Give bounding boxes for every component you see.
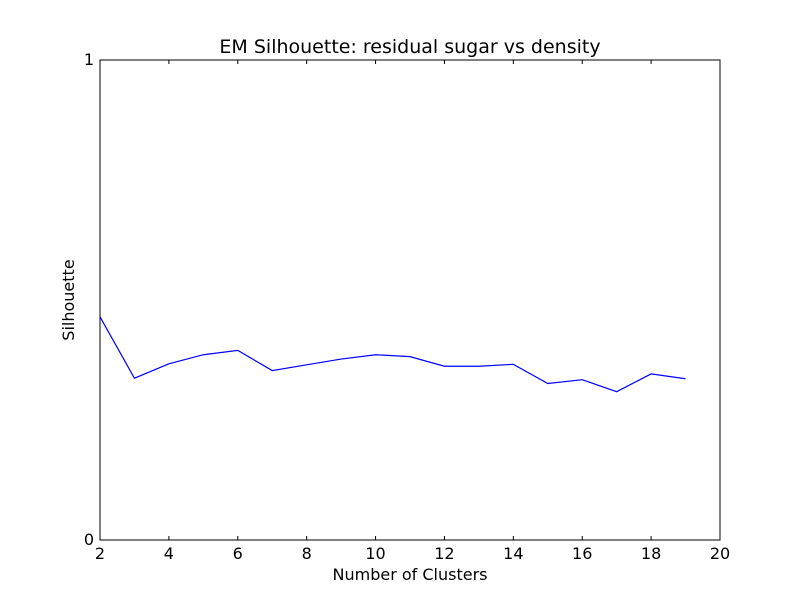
x-tick-label: 4 — [164, 544, 174, 563]
x-tick-label: 20 — [710, 544, 730, 563]
y-tick-label: 1 — [84, 50, 94, 69]
y-tick-label: 0 — [84, 530, 94, 549]
x-tick-label: 2 — [95, 544, 105, 563]
plot-area — [99, 59, 721, 541]
series-line-0 — [99, 316, 686, 393]
x-tick-label: 10 — [365, 544, 385, 563]
x-tick-label: 8 — [302, 544, 312, 563]
chart-title: EM Silhouette: residual sugar vs density — [219, 36, 600, 58]
x-tick-label: 16 — [572, 544, 592, 563]
x-tick-label: 18 — [641, 544, 661, 563]
y-axis-ticks: 01 — [84, 50, 720, 549]
x-tick-label: 6 — [233, 544, 243, 563]
y-axis-label: Silhouette — [59, 259, 78, 340]
x-tick-label: 14 — [503, 544, 523, 563]
axes-frame — [99, 59, 721, 541]
x-axis-label: Number of Clusters — [333, 565, 488, 584]
x-axis-ticks: 2 4 6 8 10 12 14 16 18 20 — [95, 60, 730, 563]
x-tick-label: 12 — [434, 544, 454, 563]
